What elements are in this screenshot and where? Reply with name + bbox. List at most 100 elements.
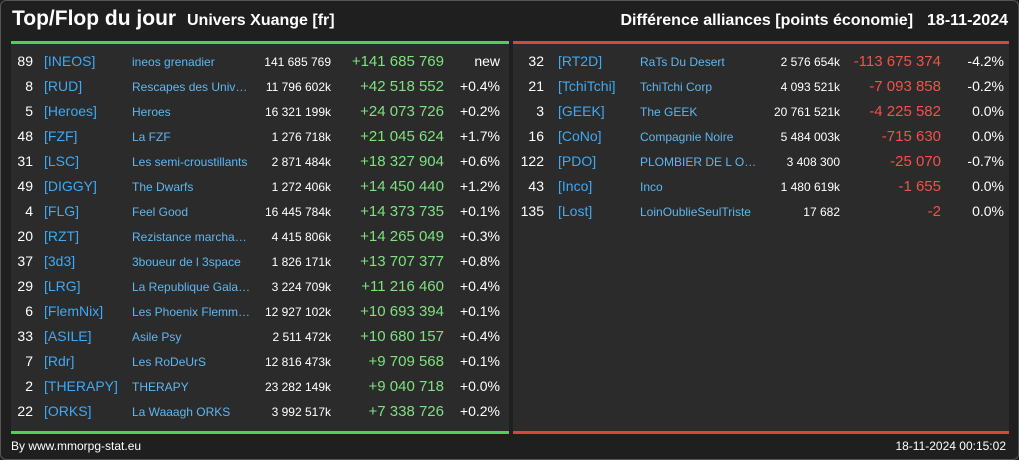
points-value: 20 761 521k — [773, 105, 840, 119]
alliance-tag-link[interactable]: [RT2D] — [558, 53, 603, 69]
diff-value: +18 327 904 — [360, 153, 444, 170]
rank-value: 21 — [528, 78, 544, 94]
alliance-name-link[interactable]: Rescapes des Univers Detruits — [132, 80, 252, 94]
rank-value: 16 — [528, 128, 544, 144]
alliance-tag-link[interactable]: [DIGGY] — [44, 178, 97, 194]
diff-value: +24 073 726 — [360, 103, 444, 120]
pct-value: +0.1% — [459, 203, 500, 219]
rank-value: 135 — [520, 203, 544, 219]
rank-value: 2 — [25, 378, 33, 394]
diff-value: +10 693 394 — [360, 303, 444, 320]
diff-value: -7 093 858 — [869, 78, 941, 95]
alliance-tag-link[interactable]: [FZF] — [44, 128, 78, 144]
alliance-tag-link[interactable]: [INEOS] — [44, 53, 96, 69]
alliance-name-link[interactable]: La Waaagh ORKS — [132, 405, 231, 419]
rank-value: 8 — [25, 78, 33, 94]
points-value: 5 484 003k — [780, 130, 840, 144]
alliance-name-link[interactable]: TchiTchi Corp — [640, 80, 713, 94]
alliance-name-link[interactable]: La FZF — [132, 130, 171, 144]
alliance-tag-link[interactable]: [RUD] — [44, 78, 83, 94]
alliance-name-link[interactable]: PLOMBIER DE L OUEST — [640, 155, 762, 169]
flop-row: 32 [RT2D] RaTs Du Desert 2 576 654k -113 675… — [513, 49, 1009, 74]
diff-value: -25 070 — [890, 153, 941, 170]
pct-value: +0.1% — [459, 303, 500, 319]
diff-value: +9 709 568 — [368, 353, 445, 370]
points-value: 3 408 300 — [786, 155, 840, 169]
alliance-tag-link[interactable]: [FlemNix] — [44, 303, 104, 319]
pct-value: +0.2% — [459, 403, 500, 419]
alliance-name-link[interactable]: Compagnie Noire — [640, 130, 734, 144]
points-value: 1 272 406k — [271, 180, 331, 194]
top-row: 5 [Heroes] Heroes 16 321 199k +24 073 726 +0.… — [11, 99, 509, 124]
alliance-name-link[interactable]: Les RoDeUrS — [132, 355, 207, 369]
alliance-name-link[interactable]: Inco — [640, 180, 663, 194]
top-row: 49 [DIGGY] The Dwarfs 1 272 406k +14 450 440… — [11, 174, 509, 199]
ranking-title: Différence alliances [points économie] 18… — [621, 12, 1009, 30]
alliance-tag-link[interactable]: [Rdr] — [44, 353, 75, 369]
alliance-tag-link[interactable]: [ORKS] — [44, 403, 92, 419]
points-value: 3 992 517k — [271, 405, 331, 419]
points-value: 23 282 149k — [264, 380, 331, 394]
alliance-name-link[interactable]: Feel Good — [132, 205, 189, 219]
top-row: 22 [ORKS] La Waaagh ORKS 3 992 517k +7 338 7… — [11, 399, 509, 424]
alliance-tag-link[interactable]: [RZT] — [44, 228, 79, 244]
alliance-tag-link[interactable]: [LRG] — [44, 278, 81, 294]
points-value: 4 415 806k — [271, 230, 331, 244]
alliance-name-link[interactable]: Les Phoenix Flemmards — [132, 305, 252, 319]
alliance-tag-link[interactable]: [Lost] — [558, 203, 593, 219]
alliance-tag-link[interactable]: [TchiTchi] — [558, 78, 616, 94]
alliance-tag-link[interactable]: [CoNo] — [558, 128, 602, 144]
alliance-tag-link[interactable]: [Inco] — [558, 178, 593, 194]
points-value: 12 816 473k — [264, 355, 331, 369]
alliance-name-link[interactable]: Asile Psy — [132, 330, 182, 344]
alliance-tag-link[interactable]: [LSC] — [44, 153, 80, 169]
diff-value: -4 225 582 — [869, 103, 941, 120]
alliance-tag-link[interactable]: [ASILE] — [44, 328, 92, 344]
points-value: 1 826 171k — [271, 255, 331, 269]
rank-value: 6 — [25, 303, 33, 319]
alliance-tag-link[interactable]: [GEEK] — [558, 103, 605, 119]
ranking-label: Différence alliances [points économie] — [620, 12, 914, 29]
alliance-name-link[interactable]: RaTs Du Desert — [640, 55, 725, 69]
alliance-name-link[interactable]: The Dwarfs — [132, 180, 194, 194]
footer-credit: By www.mmorpg-stat.eu — [11, 439, 142, 453]
pct-value: 0.0% — [972, 128, 1004, 144]
diff-value: +14 450 440 — [360, 178, 444, 195]
alliance-tag-link[interactable]: [Heroes] — [44, 103, 97, 119]
rank-value: 7 — [25, 353, 33, 369]
rank-value: 49 — [17, 178, 33, 194]
alliance-name-link[interactable]: The GEEK — [640, 105, 698, 119]
points-value: 12 927 102k — [264, 305, 331, 319]
pct-value: +1.2% — [459, 178, 500, 194]
top-row: 48 [FZF] La FZF 1 276 718k +21 045 624 +1.7% — [11, 124, 509, 149]
pct-value: +0.4% — [459, 278, 500, 294]
alliance-name-link[interactable]: Rezistance marchande — [132, 230, 252, 244]
alliance-name-link[interactable]: THERAPY — [132, 380, 189, 394]
alliance-tag-link[interactable]: [PDO] — [558, 153, 597, 169]
rank-value: 3 — [536, 103, 544, 119]
pct-value: -0.2% — [967, 78, 1004, 94]
alliance-tag-link[interactable]: [THERAPY] — [44, 378, 118, 394]
alliance-name-link[interactable]: La Republique Galactique — [132, 280, 252, 294]
alliance-name-link[interactable]: 3boueur de l 3space — [132, 255, 241, 269]
diff-value: +11 216 460 — [361, 278, 444, 295]
diff-value: -715 630 — [881, 128, 941, 145]
alliance-tag-link[interactable]: [FLG] — [44, 203, 80, 219]
top-row: 29 [LRG] La Republique Galactique 3 224 709… — [11, 274, 509, 299]
points-value: 11 796 602k — [265, 80, 331, 94]
top-row: 8 [RUD] Rescapes des Univers Detruits 11 79… — [11, 74, 509, 99]
rank-value: 33 — [17, 328, 33, 344]
flop-row: 3 [GEEK] The GEEK 20 761 521k -4 225 582 0.0% — [513, 99, 1009, 124]
alliance-name-link[interactable]: Heroes — [132, 105, 171, 119]
alliance-tag-link[interactable]: [3d3] — [44, 253, 76, 269]
flop-row: 16 [CoNo] Compagnie Noire 5 484 003k -715 63… — [513, 124, 1009, 149]
alliance-name-link[interactable]: LoinOublieSeulTriste — [640, 205, 751, 219]
header-date: 18-11-2024 — [927, 12, 1008, 29]
alliance-name-link[interactable]: ineos grenadier — [132, 55, 215, 69]
top-row: 6 [FlemNix] Les Phoenix Flemmards 12 927 10… — [11, 299, 509, 324]
alliance-name-link[interactable]: Les semi-croustillants — [132, 155, 248, 169]
pct-value: +0.8% — [459, 253, 500, 269]
diff-value: +7 338 726 — [368, 403, 445, 420]
flop-row: 21 [TchiTchi] TchiTchi Corp 4 093 521k -7 09… — [513, 74, 1009, 99]
